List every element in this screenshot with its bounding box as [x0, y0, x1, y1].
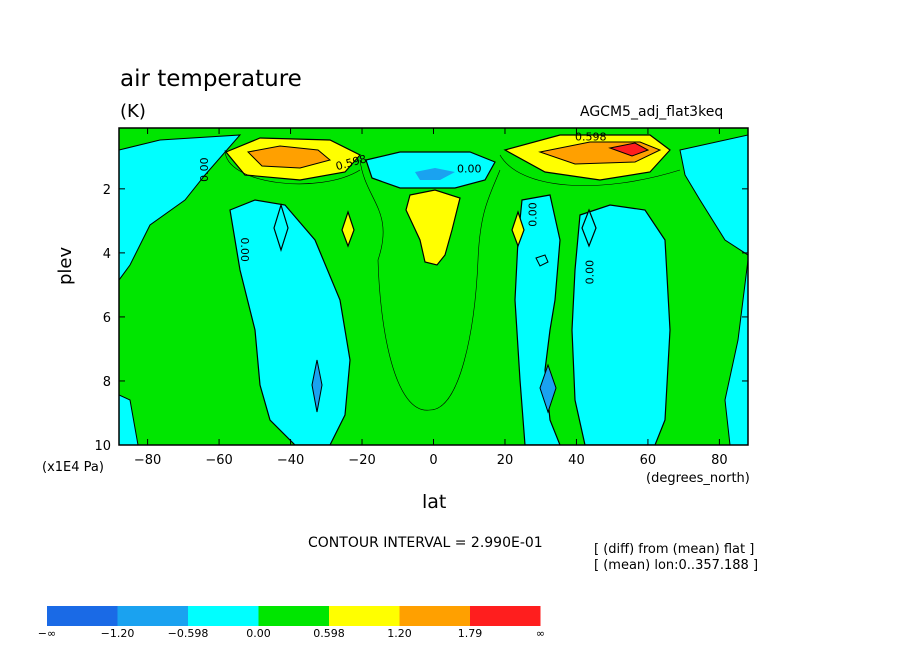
contour-labels: 0.000.000.598 0.000.000.000.598 [198, 131, 607, 285]
experiment-label: AGCM5_adj_flat3keq [580, 104, 724, 120]
colorbar-label: 0.00 [246, 627, 271, 640]
diamond-feature [511, 210, 525, 248]
x-tick-label: 80 [711, 453, 728, 468]
y-tick-label: 8 [103, 375, 111, 390]
y-axis-ticks: 2 4 6 8 10 [94, 183, 748, 454]
colorbar-label: −0.598 [168, 627, 209, 640]
colorbar-label: −1.20 [101, 627, 135, 640]
colorbar-label: ∞ [536, 627, 545, 640]
diamond-feature [539, 363, 557, 414]
x-tick-label: −20 [348, 453, 375, 468]
colorbar-swatch [258, 606, 329, 626]
colorbar: −∞ −1.20 −0.598 0.00 0.598 1.20 1.79 ∞ [38, 606, 545, 640]
x-tick-label: 40 [568, 453, 585, 468]
region-yellow-equatorial [405, 189, 461, 266]
region-blue-eq-core [415, 168, 455, 180]
colorbar-label: 0.598 [313, 627, 345, 640]
colorbar-swatch [329, 606, 400, 626]
x-unit-label: (degrees_north) [646, 471, 750, 486]
y-tick-label: 10 [94, 439, 111, 454]
colorbar-swatch [188, 606, 259, 626]
units-label: (K) [120, 101, 146, 122]
y-tick-label: 2 [103, 183, 111, 198]
region-cyan-nh-outer [571, 204, 671, 445]
colorbar-label: 1.20 [387, 627, 412, 640]
contour-label: 0.00 [238, 237, 251, 262]
x-tick-label: −40 [277, 453, 304, 468]
region-cyan-nh-upper [679, 134, 748, 256]
contour-line [359, 159, 501, 411]
region-orange-sh-jet [246, 145, 332, 169]
y-unit-label: (x1E4 Pa) [42, 460, 104, 475]
x-tick-label: 60 [640, 453, 657, 468]
x-tick-label: 20 [497, 453, 514, 468]
x-tick-label: −60 [205, 453, 232, 468]
note-diff: [ (diff) from (mean) flat ] [594, 542, 755, 557]
y-tick-label: 4 [103, 247, 111, 262]
chart-title: air temperature [120, 66, 302, 92]
x-tick-label: 0 [429, 453, 437, 468]
contour-label: 0.00 [457, 163, 482, 176]
colorbar-label: −∞ [38, 627, 56, 640]
contour-line [499, 154, 681, 186]
x-tick-label: −80 [134, 453, 161, 468]
region-cyan-nh-edge [724, 259, 748, 445]
colorbar-swatch [47, 606, 118, 626]
colorbar-swatch [470, 606, 541, 626]
region-cyan-sh-edge [119, 394, 139, 445]
region-cyan-nh-inner [514, 194, 561, 445]
contour-label: 0.00 [584, 260, 597, 285]
colorbar-label: 1.79 [458, 627, 483, 640]
diamond-feature [311, 359, 323, 413]
contour-field [119, 128, 748, 445]
y-tick-label: 6 [103, 311, 111, 326]
contour-interval: CONTOUR INTERVAL = 2.990E-01 [308, 535, 543, 551]
small-cyan-blob [535, 254, 549, 267]
x-axis-label: lat [422, 491, 447, 513]
contour-label: 0.00 [198, 157, 211, 182]
diamond-feature [581, 208, 597, 248]
diamond-feature [341, 210, 355, 248]
contour-label: 0.00 [527, 202, 540, 227]
note-mean: [ (mean) lon:0..357.188 ] [594, 558, 759, 573]
region-cyan-sh-upper [119, 134, 242, 281]
x-axis-ticks: −80 −60 −40 −20 0 20 40 60 80 [134, 128, 728, 468]
diamond-feature [273, 202, 289, 252]
colorbar-swatch [117, 606, 188, 626]
contour-label: 0.598 [575, 131, 607, 144]
region-red-nh-max [608, 142, 650, 157]
colorbar-swatch [399, 606, 470, 626]
